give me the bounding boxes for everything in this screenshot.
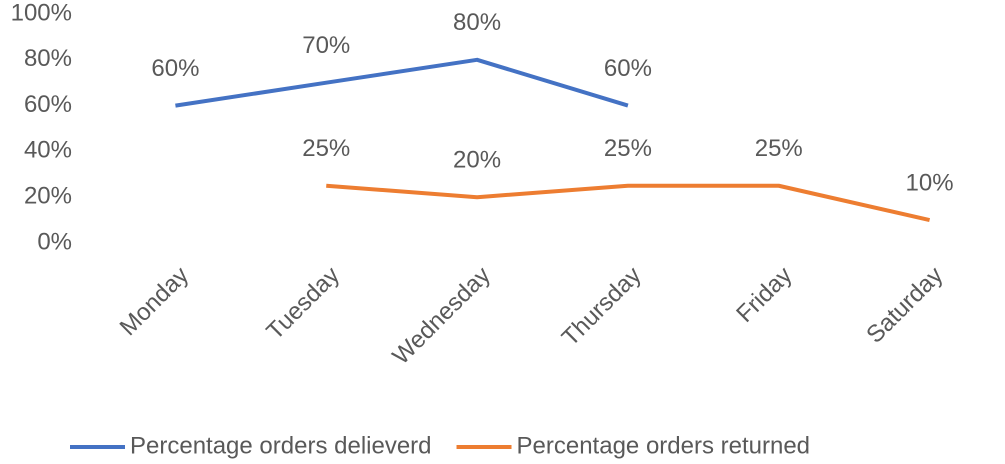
x-tick-label: Wednesday xyxy=(387,262,495,370)
series-line xyxy=(326,183,931,223)
legend-label: Percentage orders delieverd xyxy=(130,432,432,459)
data-label: 25% xyxy=(302,135,350,162)
data-label: 10% xyxy=(906,169,954,196)
data-label: 25% xyxy=(604,135,652,162)
data-label: 70% xyxy=(302,32,350,59)
data-label: 20% xyxy=(453,147,501,174)
y-tick-label: 40% xyxy=(24,137,72,164)
legend-label: Percentage orders returned xyxy=(517,432,811,459)
y-tick-label: 80% xyxy=(24,45,72,72)
x-tick-label: Saturday xyxy=(861,262,948,349)
y-tick-label: 0% xyxy=(37,228,72,255)
data-label: 25% xyxy=(755,135,803,162)
data-label: 80% xyxy=(453,9,501,36)
y-tick-label: 60% xyxy=(24,91,72,118)
y-tick-label: 100% xyxy=(11,0,72,26)
x-tick-label: Monday xyxy=(115,262,194,341)
x-tick-label: Thursday xyxy=(557,262,647,352)
data-label: 60% xyxy=(151,55,199,82)
x-tick-label: Tuesday xyxy=(261,262,345,346)
y-tick-label: 20% xyxy=(24,183,72,210)
data-label: 60% xyxy=(604,55,652,82)
x-tick-label: Friday xyxy=(731,262,797,328)
series-line xyxy=(175,57,629,108)
